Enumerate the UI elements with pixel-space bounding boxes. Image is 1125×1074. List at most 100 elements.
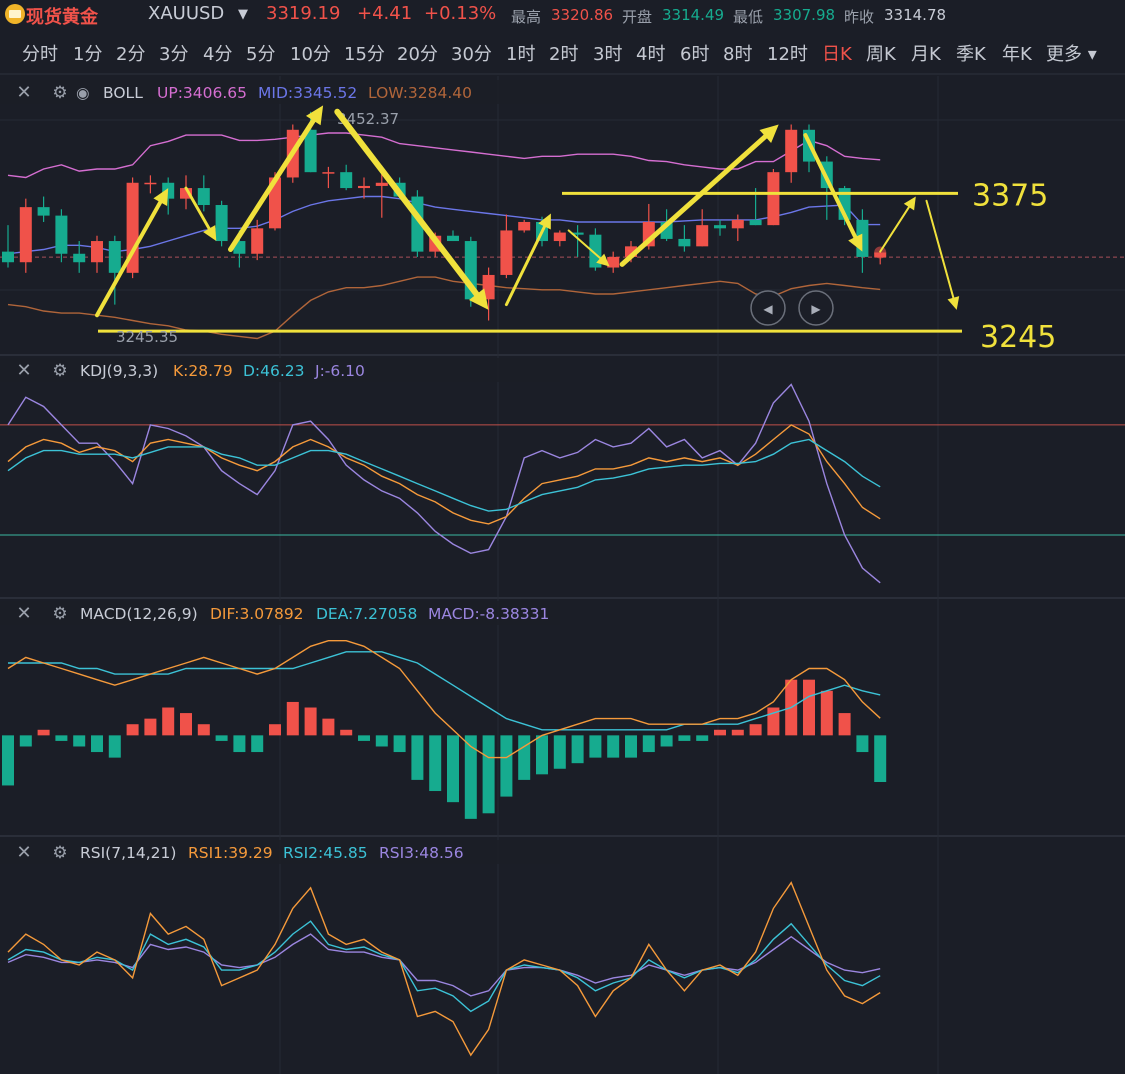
macd-hist-bar (162, 707, 175, 736)
tab-interval-19[interactable]: 月K (911, 44, 941, 65)
candle-body (571, 232, 584, 235)
trend-arrow-9 (879, 202, 913, 253)
low-value: 3307.98 (773, 6, 836, 24)
candle-body (607, 256, 620, 268)
macd-hist-bar (731, 729, 744, 736)
boll-up-line (7, 132, 881, 179)
candle-body (304, 129, 317, 173)
trend-arrow-7-head (759, 124, 779, 143)
macd-hist-bar (358, 735, 370, 741)
open-label: 开盘 (622, 8, 653, 26)
boll-up: UP:3406.65 (157, 84, 247, 102)
candle-body (180, 188, 192, 199)
tab-interval-13[interactable]: 4时 (636, 44, 666, 65)
kdj-k-line (7, 424, 881, 525)
trend-arrow-2-head (203, 225, 217, 241)
candle-body (518, 221, 531, 231)
tab-interval-2[interactable]: 2分 (116, 44, 146, 65)
candle-body (714, 225, 726, 229)
instrument-symbol[interactable]: XAUUSD (148, 3, 225, 24)
chevron-down-icon[interactable]: ▼ (238, 7, 248, 22)
interval-tabs: 分时 1分 2分 3分 4分 5分 10分 15分 20分 30分 1时 2时 3时 4时 6时 8时 12时日… (0, 32, 1125, 70)
tab-interval-0[interactable]: 分时 (22, 44, 58, 65)
rsi2-line (7, 920, 881, 1013)
tab-interval-10[interactable]: 1时 (506, 44, 536, 65)
level-label-3375: 3375 (972, 178, 1048, 213)
tab-interval-3[interactable]: 3分 (159, 44, 189, 65)
tab-interval-21[interactable]: 年K (1002, 44, 1032, 65)
macd-hist-bar (571, 735, 584, 764)
candle-body (625, 246, 637, 257)
kdj-close-icon[interactable]: ✕ (16, 360, 31, 381)
tab-interval-7[interactable]: 15分 (344, 44, 385, 65)
macd-hist-bar (180, 713, 192, 736)
kdj-settings-icon[interactable]: ⚙ (52, 361, 67, 381)
tab-interval-15[interactable]: 8时 (723, 44, 753, 65)
replay-next-button[interactable] (798, 290, 834, 326)
boll-close-icon[interactable]: ✕ (16, 82, 31, 103)
tab-interval-20[interactable]: 季K (956, 44, 986, 65)
replay-prev-button[interactable] (750, 290, 786, 326)
tab-interval-1[interactable]: 1分 (73, 44, 103, 65)
candle-body (2, 251, 14, 263)
candle-body (197, 188, 210, 206)
macd-hist-bar (625, 735, 637, 758)
kdj-header-bg (0, 358, 560, 382)
kdj-name: KDJ(9,3,3) (80, 362, 158, 380)
price-change-pct: +0.13% (424, 3, 497, 24)
tab-interval-12[interactable]: 3时 (593, 44, 623, 65)
tab-interval-9[interactable]: 30分 (451, 44, 492, 65)
boll-visibility-icon: ◉ (76, 84, 90, 102)
trend-arrow-8 (803, 133, 860, 244)
tab-interval-11[interactable]: 2时 (549, 44, 579, 65)
macd-hist-bar (874, 735, 887, 783)
rsi-settings-icon[interactable]: ⚙ (52, 843, 67, 863)
high-value: 3320.86 (551, 6, 614, 24)
boll-name: BOLL (103, 84, 143, 102)
boll-settings-icon[interactable]: ⚙ (52, 83, 67, 103)
macd-settings-icon[interactable]: ⚙ (52, 604, 67, 624)
candle-body (108, 241, 121, 273)
candle-body (767, 172, 780, 226)
tab-interval-14[interactable]: 6时 (680, 44, 710, 65)
trend-arrow-4 (334, 108, 484, 303)
macd-hist-bar (55, 735, 68, 741)
trend-arrow-10-head (947, 296, 960, 310)
tab-interval-16[interactable]: 12时 (767, 44, 808, 65)
candle-body (251, 228, 264, 254)
tab-interval-18[interactable]: 周K (866, 44, 896, 65)
macd-hist-bar (678, 735, 691, 741)
candle-body (91, 241, 103, 263)
candle-body (500, 230, 513, 275)
tab-interval-22[interactable]: 更多 ▾ (1046, 44, 1097, 65)
tab-interval-8[interactable]: 20分 (397, 44, 438, 65)
trend-arrow-5-head (538, 213, 551, 230)
macd-dif: DIF:3.07892 (210, 605, 304, 623)
macd-close-icon[interactable]: ✕ (16, 603, 31, 624)
macd-name: MACD(12,26,9) (80, 605, 198, 623)
candle-body (447, 235, 459, 242)
macd-hist-bar (197, 724, 210, 736)
rsi-close-icon[interactable]: ✕ (16, 842, 31, 863)
tab-interval-4[interactable]: 4分 (203, 44, 233, 65)
trend-arrow-9-head (903, 196, 916, 211)
candle-body (55, 215, 68, 254)
trend-arrow-7 (619, 129, 773, 267)
instrument-name[interactable]: 现货黄金 (26, 7, 98, 28)
tab-interval-17[interactable]: 日K (822, 44, 852, 65)
boll-mid-line (7, 195, 881, 255)
candle-body (322, 172, 335, 174)
tab-interval-6[interactable]: 10分 (290, 44, 331, 65)
skip-back-icon: ◀ (763, 302, 773, 316)
candle-body (553, 232, 566, 242)
trend-arrow-10 (925, 199, 956, 303)
macd-hist-bar (304, 707, 317, 736)
macd-hist-bar (820, 690, 833, 736)
macd-hist-bar (322, 718, 335, 736)
macd-hist-bar (856, 735, 869, 753)
tab-interval-5[interactable]: 5分 (246, 44, 276, 65)
macd-hist-bar (233, 735, 246, 753)
candle-body (678, 238, 691, 247)
macd-hist-bar (19, 735, 32, 747)
